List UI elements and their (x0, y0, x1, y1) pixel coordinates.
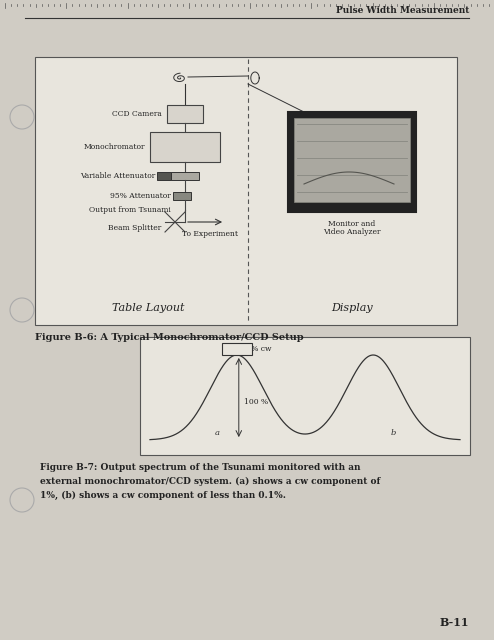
Text: Beam Splitter: Beam Splitter (108, 224, 161, 232)
Bar (288, 112, 416, 212)
Text: To Experiment: To Experiment (182, 230, 238, 238)
Text: Output from Tsunami: Output from Tsunami (89, 206, 171, 214)
Text: Figure B-7: Output spectrum of the Tsunami monitored with an: Figure B-7: Output spectrum of the Tsuna… (40, 463, 361, 472)
Text: b: b (391, 429, 396, 437)
Text: 100 %: 100 % (244, 399, 268, 406)
Text: Variable Attenuator: Variable Attenuator (80, 172, 155, 180)
Text: Table Layout: Table Layout (112, 303, 184, 313)
Text: Video Analyzer: Video Analyzer (323, 228, 381, 236)
Bar (171, 172, 199, 180)
Text: Monochromator: Monochromator (83, 143, 145, 151)
Text: 95% Attenuator: 95% Attenuator (110, 192, 171, 200)
Text: B-11: B-11 (440, 617, 469, 628)
Bar (222, 343, 252, 355)
Text: Figure B-6: A Typical Monochromator/CCD Setup: Figure B-6: A Typical Monochromator/CCD … (35, 333, 304, 342)
Text: Display: Display (331, 303, 373, 313)
Text: Monitor and: Monitor and (329, 220, 375, 228)
Text: Pulse Width Measurement: Pulse Width Measurement (335, 6, 469, 15)
Text: 1%, (b) shows a cw component of less than 0.1%.: 1%, (b) shows a cw component of less tha… (40, 491, 286, 500)
Bar (140, 337, 470, 455)
Bar (157, 172, 171, 180)
Bar (35, 57, 457, 325)
Bar (150, 132, 220, 162)
Text: 1 % cw: 1 % cw (244, 345, 271, 353)
Bar (173, 192, 191, 200)
Bar (167, 105, 203, 123)
Text: CCD Camera: CCD Camera (112, 110, 162, 118)
Bar (294, 118, 410, 202)
Text: a: a (214, 429, 219, 437)
Text: external monochromator/CCD system. (a) shows a cw component of: external monochromator/CCD system. (a) s… (40, 477, 380, 486)
